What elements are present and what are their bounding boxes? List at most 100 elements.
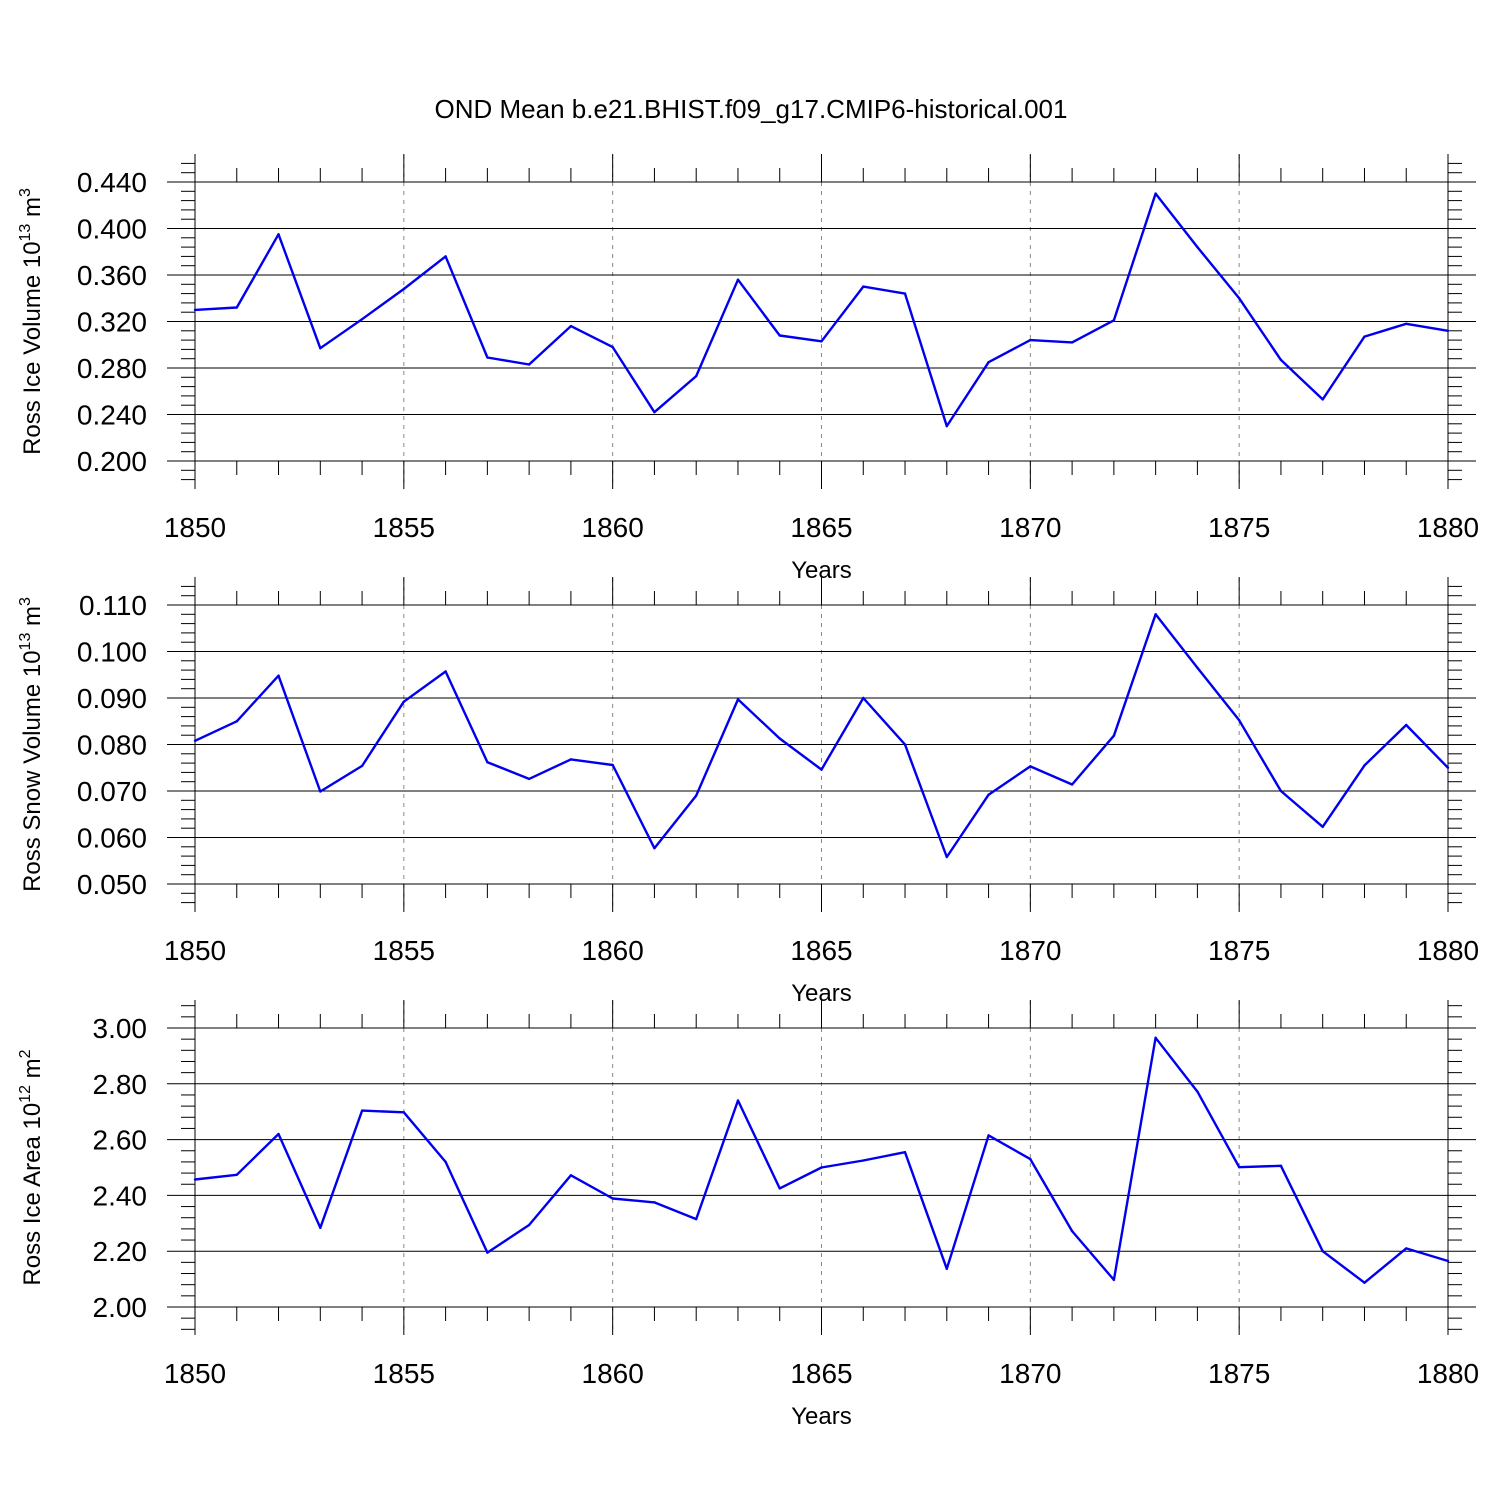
data-point <box>778 334 781 337</box>
x-tick-label: 1875 <box>1208 1358 1270 1389</box>
data-point <box>360 317 364 321</box>
data-point <box>1237 297 1241 300</box>
data-point <box>486 356 489 359</box>
x-tick-label: 1870 <box>999 1358 1061 1389</box>
y-axis-title-main: Ross Ice Area 10 <box>19 1103 46 1286</box>
data-point <box>360 764 364 768</box>
data-point <box>987 1134 990 1137</box>
data-point <box>736 278 740 281</box>
x-tick-label: 1860 <box>582 1358 644 1389</box>
main-title: OND Mean b.e21.BHIST.f09_g17.CMIP6-histo… <box>435 94 1068 124</box>
x-tick-label: 1865 <box>790 935 852 966</box>
data-point <box>1196 666 1199 669</box>
data-point <box>527 1223 531 1227</box>
y-tick-label: 0.400 <box>77 214 147 245</box>
data-point <box>945 1267 948 1270</box>
y-axis-title: Ross Snow Volume 1013 m3 <box>17 597 46 892</box>
data-point <box>1446 766 1450 769</box>
data-point <box>1321 1250 1324 1253</box>
data-point <box>820 340 823 343</box>
data-point <box>277 674 280 677</box>
data-point <box>1321 825 1324 829</box>
y-axis-title-exponent: 13 <box>17 633 34 651</box>
data-point <box>820 768 823 771</box>
data-point <box>277 233 280 236</box>
data-point <box>862 285 865 288</box>
x-tick-label: 1870 <box>999 935 1061 966</box>
data-point <box>569 758 573 761</box>
y-axis-title-unit-exponent: 2 <box>17 1049 34 1058</box>
data-point <box>695 794 698 797</box>
data-point <box>1154 613 1157 616</box>
panel-3: 2.00 2.20 2.40 2.60 2.80 3.00 1850 1855 1860 1865… <box>17 1000 1479 1430</box>
data-point <box>1070 341 1074 344</box>
data-point <box>277 1132 280 1136</box>
y-tick-label: 2.20 <box>93 1236 148 1267</box>
data-point <box>486 1251 489 1254</box>
data-point <box>778 1187 781 1190</box>
y-axis-title-main: Ross Snow Volume 10 <box>19 650 46 891</box>
data-point <box>1112 319 1116 322</box>
y-tick-label: 2.60 <box>93 1125 148 1156</box>
data-point <box>1196 245 1199 249</box>
data-point <box>903 743 907 746</box>
data-point <box>653 1201 656 1204</box>
data-point <box>695 1217 698 1221</box>
data-point <box>569 1174 573 1177</box>
data-point <box>319 790 322 793</box>
data-point <box>1196 1090 1199 1093</box>
data-point <box>1112 734 1116 737</box>
data-point <box>987 793 990 796</box>
data-point <box>1070 783 1074 786</box>
x-tick-label: 1865 <box>790 512 852 543</box>
y-axis-title-unit: m <box>19 1058 46 1085</box>
x-tick-label: 1855 <box>373 512 435 543</box>
y-tick-label: 2.40 <box>93 1180 148 1211</box>
data-point <box>820 1166 823 1169</box>
x-axis-title: Years <box>791 1403 852 1430</box>
data-point <box>1405 1247 1408 1250</box>
x-tick-label: 1850 <box>164 1358 226 1389</box>
y-tick-label: 0.320 <box>77 307 147 338</box>
data-point <box>945 424 948 428</box>
data-point <box>1154 1036 1157 1039</box>
y-tick-label: 0.110 <box>79 590 147 621</box>
data-point <box>1405 322 1408 326</box>
data-point <box>1029 1157 1032 1161</box>
data-point <box>1363 764 1366 767</box>
data-point <box>653 410 656 414</box>
data-point <box>1446 1259 1450 1263</box>
data-point <box>653 846 656 850</box>
y-axis-title-unit: m <box>19 197 46 224</box>
x-tick-label: 1855 <box>373 935 435 966</box>
data-point <box>611 763 614 767</box>
data-point <box>1446 329 1450 332</box>
data-point <box>903 292 907 295</box>
y-tick-label: 0.080 <box>77 730 147 761</box>
x-tick-label: 1880 <box>1417 935 1479 966</box>
y-axis-title-exponent: 13 <box>17 224 34 242</box>
data-point <box>1279 789 1283 793</box>
y-axis-title-unit-exponent: 3 <box>17 597 34 606</box>
y-axis-title: Ross Ice Area 1012 m2 <box>17 1049 46 1285</box>
panels: 0.200 0.240 0.280 0.320 0.360 0.400 0.440 1850 1… <box>17 154 1479 1430</box>
y-tick-label: 0.240 <box>77 400 147 431</box>
data-point <box>486 760 489 764</box>
x-tick-label: 1865 <box>790 1358 852 1389</box>
data-point <box>611 345 614 349</box>
y-tick-label: 3.00 <box>93 1013 148 1044</box>
data-point <box>862 1159 865 1162</box>
data-point <box>402 1111 406 1114</box>
data-point <box>1279 1164 1283 1168</box>
data-point <box>611 1197 614 1200</box>
data-point <box>903 1150 907 1154</box>
x-tick-label: 1860 <box>582 512 644 543</box>
y-tick-label: 0.440 <box>77 167 147 198</box>
data-point <box>1405 723 1408 727</box>
x-tick-label: 1855 <box>373 1358 435 1389</box>
data-point <box>1029 338 1032 342</box>
data-point <box>569 324 573 328</box>
panel-2: 0.050 0.060 0.070 0.080 0.090 0.100 0.110 1850 1… <box>17 577 1479 1007</box>
data-point <box>1237 719 1241 722</box>
